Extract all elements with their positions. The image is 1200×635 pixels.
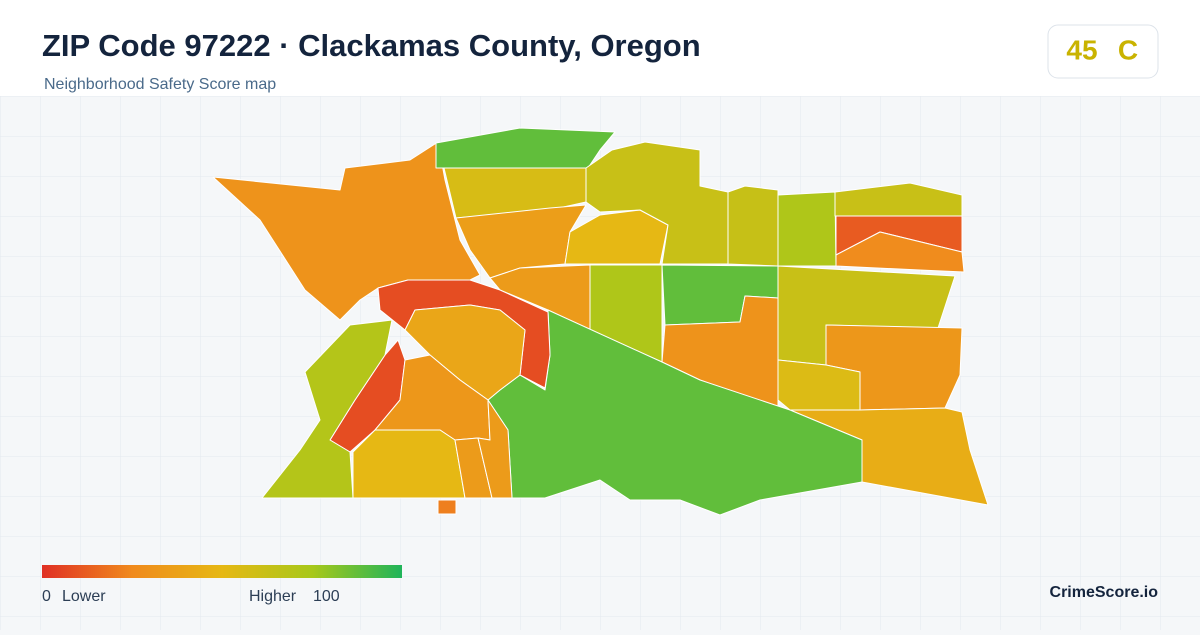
region	[777, 191, 837, 267]
badge	[1047, 24, 1159, 79]
region	[727, 185, 779, 267]
subtitle: Neighborhood Safety Score map	[44, 76, 276, 93]
legend-bar	[42, 565, 402, 578]
badge-score: 45	[1066, 34, 1097, 65]
legend-high-label: Higher	[249, 588, 297, 605]
legend-low-label: Lower	[62, 588, 106, 605]
region	[261, 319, 393, 499]
region	[437, 499, 457, 515]
title: ZIP Code 97222 · Clackamas County, Orego…	[42, 28, 701, 63]
region	[435, 127, 616, 169]
region	[834, 182, 963, 217]
brand: CrimeScore.io	[1050, 584, 1159, 601]
region	[835, 231, 965, 273]
region	[212, 141, 481, 321]
regions	[212, 127, 989, 516]
legend-min: 0	[42, 588, 51, 605]
header-bg	[0, 0, 1200, 96]
region	[477, 399, 513, 499]
region	[352, 429, 466, 499]
badge-grade: C	[1118, 34, 1138, 65]
legend-max: 100	[313, 588, 340, 605]
